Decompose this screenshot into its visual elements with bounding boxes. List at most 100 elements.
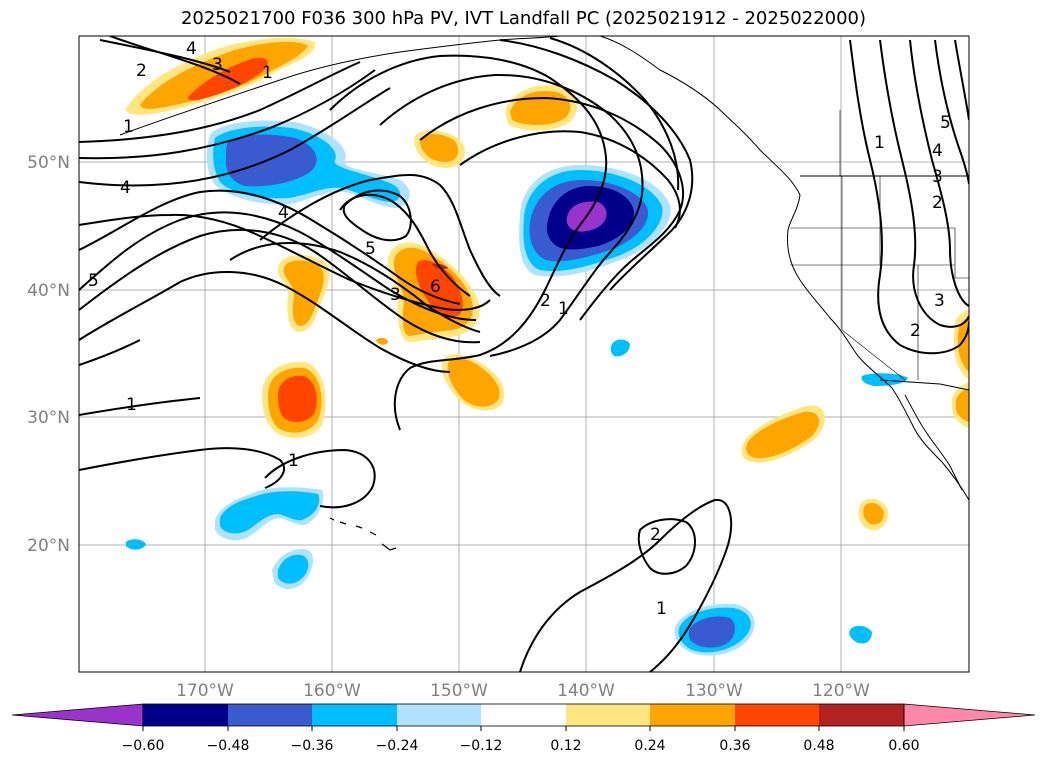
contour-2-west [79,211,477,321]
contour-label: 3 [212,55,223,75]
coastline-baja [904,394,963,491]
fill-pos-west-mid-core [283,260,324,326]
colorbar-segment [819,704,904,726]
colorbar-frame [142,703,905,727]
contour-label: 1 [874,133,885,153]
state-line-5 [841,265,906,381]
contour-4-west [79,213,491,311]
fill-pos-gulf-alaska-nw-core [188,57,268,101]
contour-gulf-1 [549,37,680,191]
coastline-north-america [599,36,969,501]
plot-title: 2025021700 F036 300 hPa PV, IVT Landfall… [180,8,867,29]
contour-main-ridge-2 [379,73,644,357]
fill-pos-hawaii-north-core [278,375,317,423]
contour-5-south [229,242,481,333]
lon-labels: 170°W 160°W 150°W 140°W 130°W 120°W [176,681,870,701]
contour-label: 1 [656,599,667,619]
colorbar-segment [397,704,481,726]
colorbar-tick-label: 0.60 [888,738,919,754]
fill-neg-small-west [126,539,146,550]
fill-pos-baja-core [863,502,884,525]
colorbar-segment [228,704,312,726]
lon-label-140w: 140°W [557,681,615,701]
contour-label: 6 [430,277,441,297]
contour-2-north-a [79,69,376,160]
state-line-7 [954,228,969,279]
contour-central-loop [342,189,412,242]
contour-label: 5 [365,239,376,259]
colorbar-segment [735,704,819,726]
colorbar-tick-label: 0.24 [634,738,665,754]
contour-west-edge [79,339,141,366]
contour-1-central-south [79,447,285,489]
contour-4-north-a [79,87,391,187]
contour-label: 4 [278,203,289,223]
contour-label: 5 [88,271,99,291]
fill-pos-ca-coast-core [958,318,969,372]
colorbar-extend-right [903,703,1036,727]
fill-neg-hawaii-south-mid [278,554,309,584]
colorbar-tick-label: −0.36 [291,738,334,754]
negative-anomaly-fills [126,120,908,656]
colorbar-segment [481,704,566,726]
contour-label: 2 [136,61,147,81]
colorbar-tick-label: −0.24 [376,738,419,754]
contour-label: 2 [932,193,943,213]
contour-east-3 [909,39,969,307]
lat-label-40n: 40°N [27,281,70,301]
contour-label: 1 [558,299,569,319]
fill-neg-small-far [849,625,872,644]
contour-label: 4 [186,39,197,59]
colorbar-tick-label: −0.60 [122,738,165,754]
contour-label: 1 [262,63,273,83]
fill-neg-small-east [610,339,630,357]
contour-label: 4 [932,141,943,161]
contour-main-ridge-4 [459,130,681,229]
us-mexico-border [879,379,969,391]
contour-label: 3 [390,285,401,305]
contour-east-2 [879,39,969,328]
fill-neg-coast-ca [861,373,908,386]
contour-label: 4 [120,178,131,198]
contour-north-upper-2 [109,36,241,85]
contour-1-hawaii [264,448,376,509]
contour-label: 2 [540,291,551,311]
fill-pos-baja-west-core [956,388,969,422]
fill-pos-east-central-mid [746,411,819,459]
contour-label: 3 [932,167,943,187]
colorbar-tick-label: 0.48 [803,738,834,754]
colorbar-tick-label: 0.12 [550,738,581,754]
map-background [79,36,969,672]
lat-label-30n: 30°N [27,408,70,428]
contour-main-ridge-1 [329,54,608,431]
contour-north-upper [99,39,231,73]
colorbar-tick-label: −0.12 [460,738,503,754]
fill-neg-south-core [688,616,735,648]
contour-label-group: 4 3 2 1 1 4 4 5 3 6 2 1 1 1 2 1 5 4 3 2 … [88,39,951,619]
fill-pos-tiny [376,337,388,345]
colorbar: −0.60 −0.48 −0.36 −0.24 −0.12 0.12 0.24 … [11,703,1036,754]
contour-east-4 [934,39,969,185]
colorbar-extend-left [11,703,144,727]
colorbar-ticks [142,726,905,731]
lon-label-170w: 170°W [176,681,234,701]
pv-contours [79,36,969,672]
colorbar-segment [312,704,397,726]
colorbar-tick-label: −0.48 [207,738,250,754]
colorbar-segment [650,704,735,726]
colorbar-segment [566,704,650,726]
contour-2-south-inner [637,518,696,575]
lon-label-160w: 160°W [303,681,361,701]
contour-label: 2 [910,321,921,341]
contour-label: 1 [288,451,299,471]
contour-label: 2 [650,525,661,545]
contour-main-trough-1 [339,193,471,297]
lat-labels: 50°N 40°N 30°N 20°N [27,153,70,556]
lon-label-120w: 120°W [812,681,870,701]
lon-label-130w: 130°W [685,681,743,701]
contour-1-west-low [79,397,201,416]
lon-label-150w: 150°W [430,681,488,701]
fill-neg-hawaii-west-mid [220,491,320,534]
contour-label: 3 [934,291,945,311]
contour-east-1 [849,39,969,355]
